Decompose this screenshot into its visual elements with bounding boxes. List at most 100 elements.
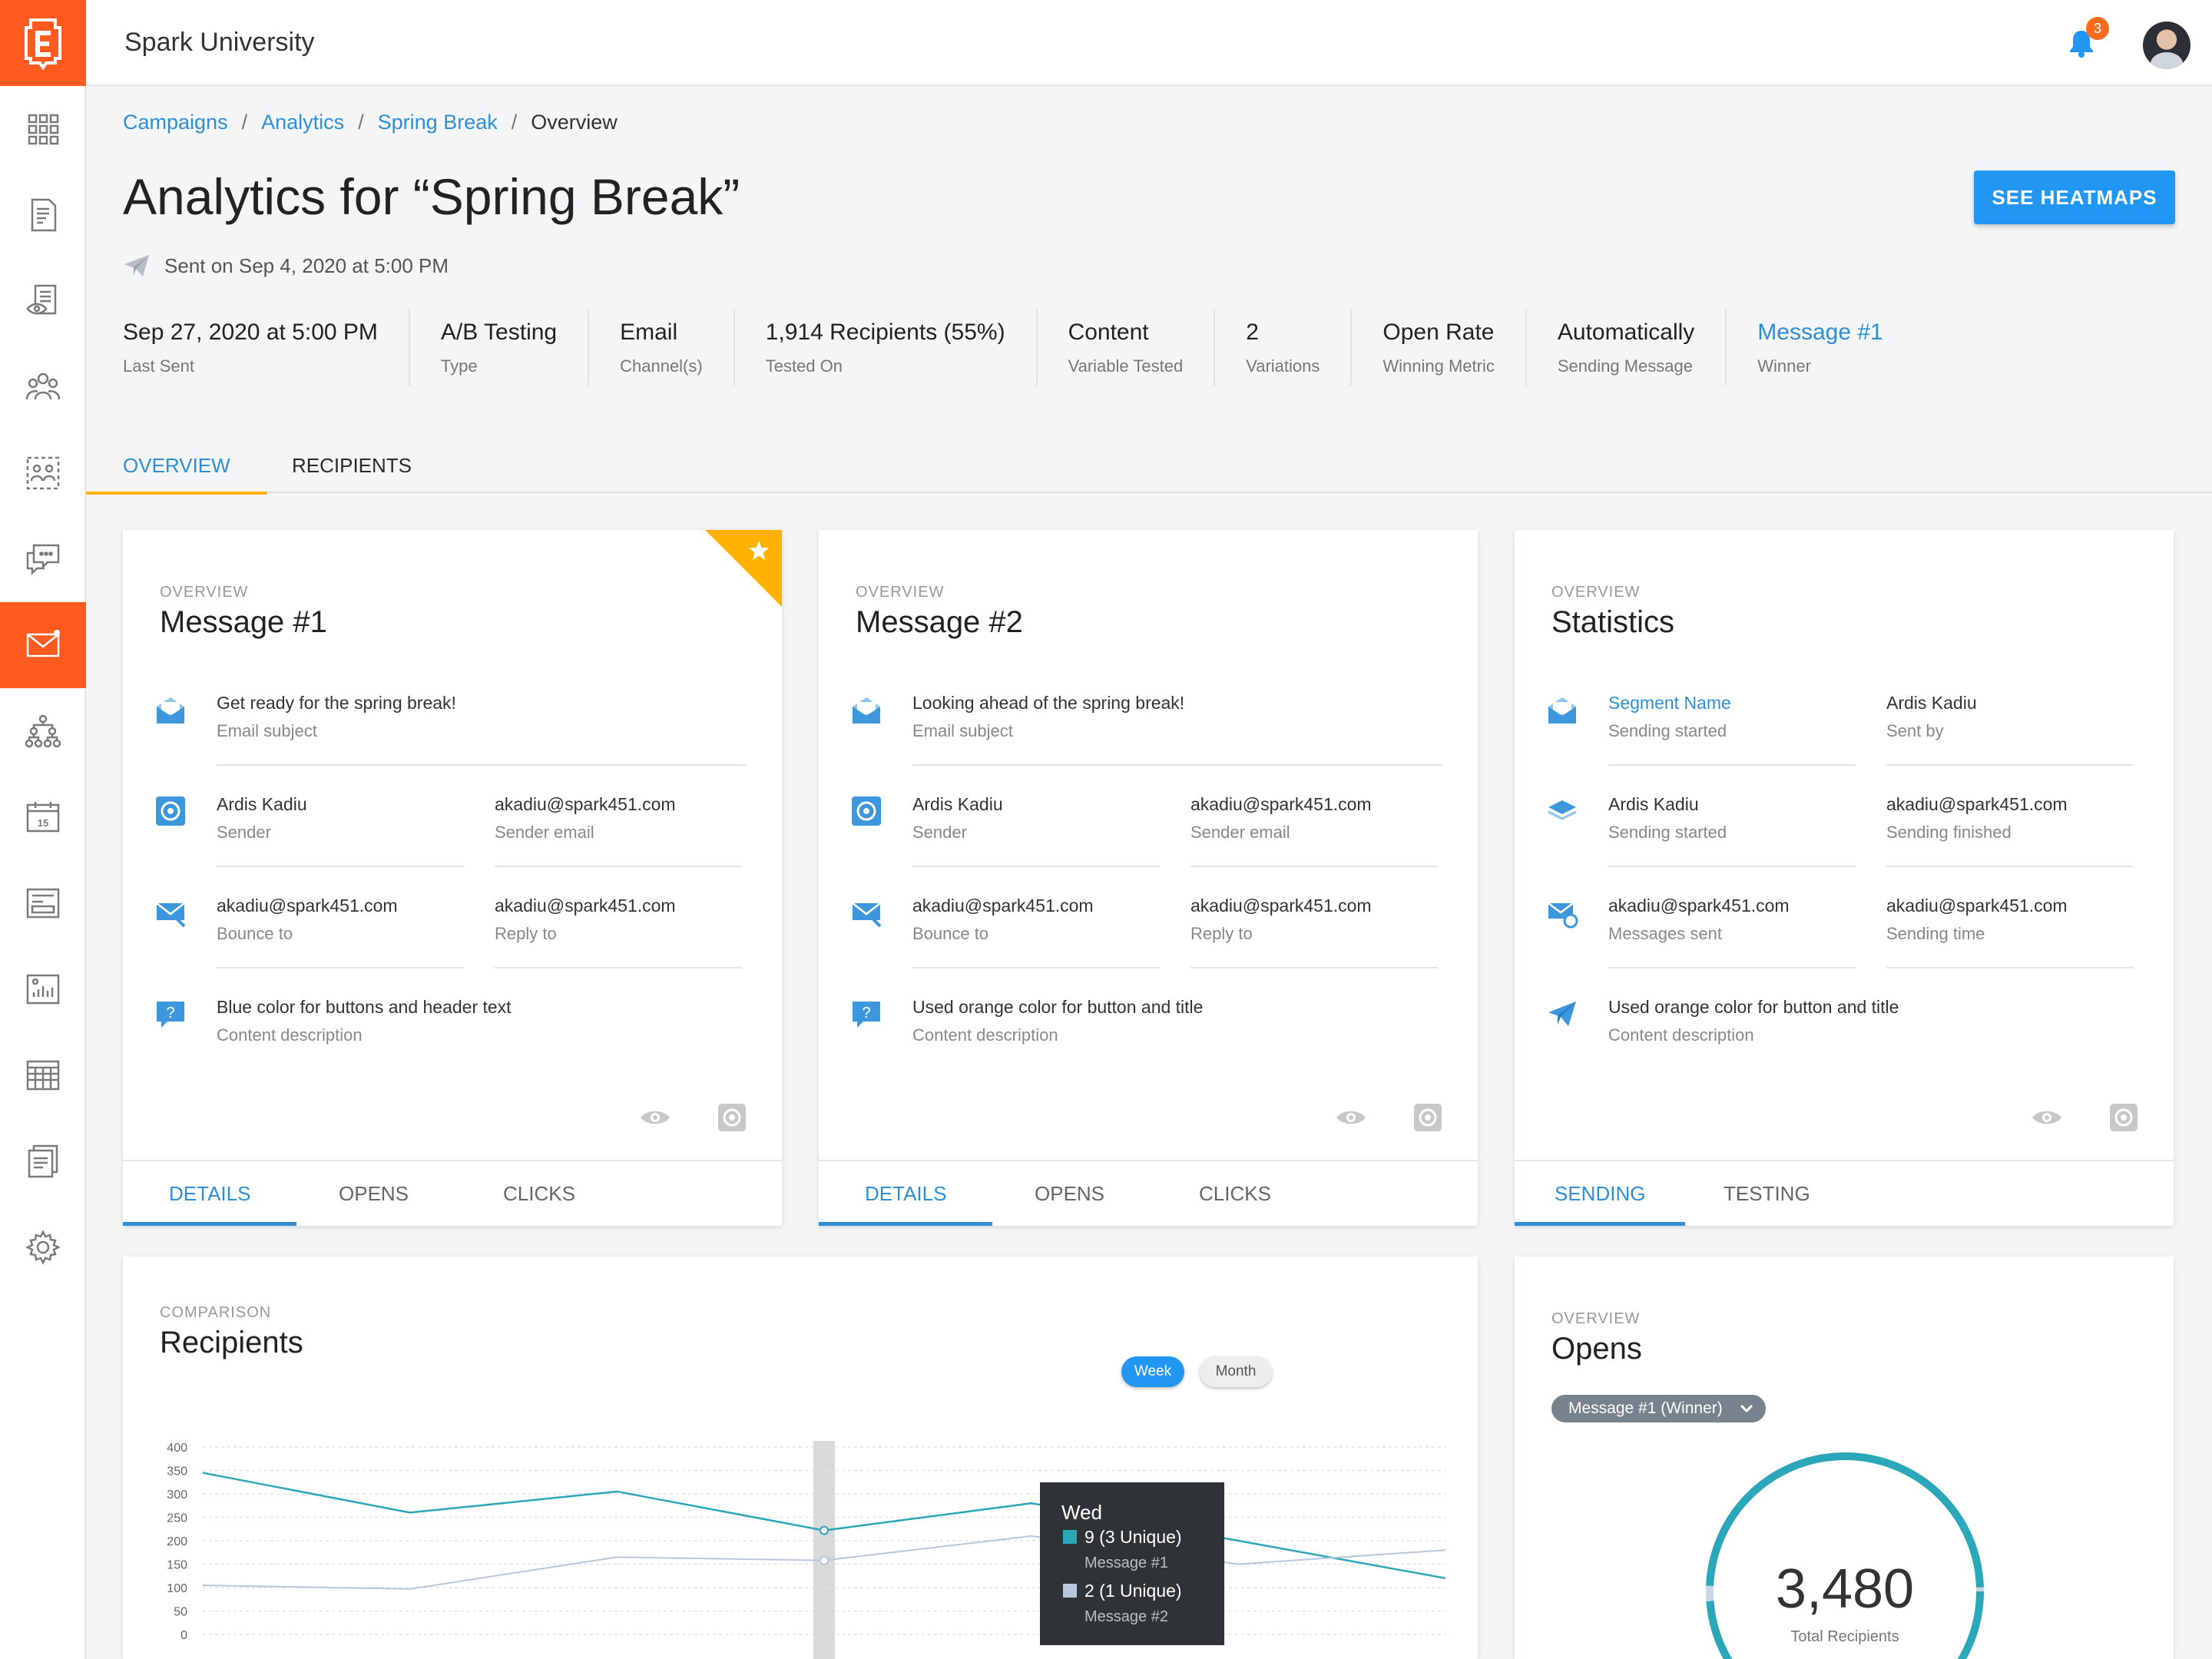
card-actions (1335, 1101, 1458, 1135)
sending-time-value: akadiu@spark451.com (1886, 896, 2068, 916)
segment-label: Sending started (1608, 721, 1727, 740)
bounce-value: akadiu@spark451.com (217, 896, 398, 916)
sent-by-field: Ardis Kadiu Sent by (1886, 693, 2134, 766)
card-eyebrow: OVERVIEW (856, 584, 945, 601)
meta-value: Open Rate (1382, 320, 1495, 345)
message-2-tabs: DETAILS OPENS CLICKS (819, 1160, 1478, 1226)
tab-recipients[interactable]: RECIPIENTS (292, 453, 412, 477)
sidebar-item-email[interactable] (0, 602, 86, 688)
series-2-swatch (1063, 1584, 1077, 1598)
subject-label: Email subject (217, 721, 317, 740)
email-subject-icon (157, 697, 184, 724)
meta-label: Channel(s) (620, 356, 703, 376)
sidebar-item-table[interactable] (0, 1032, 86, 1118)
page-title: Analytics for “Spring Break” (123, 168, 740, 225)
preview-eye-icon[interactable] (1335, 1101, 1367, 1134)
breadcrumb: Campaigns / Analytics / Spring Break / Overvie… (123, 111, 618, 134)
y-tick-label: 300 (167, 1488, 187, 1502)
sender-email-value: akadiu@spark451.com (495, 794, 676, 814)
subject-value: Get ready for the spring break! (217, 693, 456, 713)
finished-field: akadiu@spark451.com Sending finished (1886, 794, 2134, 867)
started-label: Sending started (1608, 823, 1727, 842)
document-icon (31, 198, 57, 232)
card-eyebrow: OVERVIEW (160, 584, 249, 601)
breadcrumb-campaigns[interactable]: Campaigns (123, 111, 228, 134)
card-title: Message #1 (160, 605, 327, 639)
week-toggle[interactable]: Week (1121, 1356, 1184, 1387)
sidebar-item-reports[interactable] (0, 946, 86, 1032)
meta-value: 1,914 Recipients (55%) (765, 320, 1005, 345)
tab-overview[interactable]: OVERVIEW (86, 438, 267, 495)
sidebar-item-segments[interactable] (0, 430, 86, 516)
meta-value[interactable]: Message #1 (1757, 320, 1883, 345)
users-group-icon (25, 373, 61, 400)
sidebar-item-calendar[interactable]: 15 (0, 774, 86, 860)
chart-tooltip: Wed 9 (3 Unique) Message #1 2 (1 Unique)… (1040, 1482, 1224, 1645)
sidebar-item-document[interactable] (0, 172, 86, 258)
meta-label: Sending Message (1557, 356, 1693, 376)
email-subject-icon (1548, 697, 1576, 724)
email-settings-icon[interactable] (2108, 1101, 2140, 1134)
sender-email-field: akadiu@spark451.com Sender email (495, 794, 742, 867)
preview-eye-icon[interactable] (2031, 1101, 2063, 1134)
card-title: Recipients (160, 1326, 303, 1359)
meta-label: Variations (1246, 356, 1320, 376)
meta-value: 2 (1246, 320, 1259, 345)
app-title: Spark University (124, 28, 315, 57)
sent-date: Sent on Sep 4, 2020 at 5:00 PM (164, 253, 449, 277)
see-heatmaps-button[interactable]: SEE HEATMAPS (1974, 171, 2175, 224)
hover-column (813, 1441, 835, 1659)
star-icon (749, 541, 769, 560)
sidebar-item-users-group[interactable] (0, 344, 86, 430)
question-bubble-icon: ? (157, 1002, 184, 1028)
tab-clicks[interactable]: CLICKS (1199, 1181, 1271, 1205)
sidebar-item-files[interactable] (0, 1118, 86, 1204)
tab-clicks[interactable]: CLICKS (503, 1181, 575, 1205)
meta-item: Open Rate Winning Metric (1350, 309, 1525, 386)
tab-details[interactable]: DETAILS (123, 1161, 298, 1226)
preview-eye-icon[interactable] (639, 1101, 671, 1134)
total-recipients-value: 3,480 (1775, 1558, 1915, 1620)
user-avatar[interactable] (2143, 22, 2190, 69)
at-sign-icon (156, 796, 185, 826)
message-1-card: OVERVIEW Message #1 Get ready for the sp… (123, 530, 782, 1226)
breadcrumb-separator: / (241, 111, 248, 134)
tab-details[interactable]: DETAILS (819, 1161, 994, 1226)
month-toggle[interactable]: Month (1200, 1356, 1272, 1387)
tooltip-series-2-name: Message #2 (1084, 1608, 1168, 1625)
message-filter-dropdown[interactable]: Message #1 (Winner) (1551, 1395, 1766, 1422)
card-actions (2031, 1101, 2154, 1135)
tab-opens[interactable]: OPENS (1035, 1181, 1105, 1205)
tab-sending[interactable]: SENDING (1515, 1161, 1687, 1226)
sent-by-label: Sent by (1886, 721, 1944, 740)
sidebar-item-forms[interactable] (0, 860, 86, 946)
sidebar-item-chat[interactable] (0, 516, 86, 602)
finished-value: akadiu@spark451.com (1886, 794, 2068, 814)
breadcrumb-separator: / (358, 111, 364, 134)
content-value: Used orange color for button and title (912, 997, 1204, 1017)
reply-label: Reply to (495, 924, 557, 943)
sidebar-item-dashboard-grid[interactable] (0, 86, 86, 172)
tab-testing[interactable]: TESTING (1724, 1181, 1810, 1205)
notification-bell-icon[interactable] (2066, 28, 2097, 58)
email-settings-icon[interactable] (1412, 1101, 1444, 1134)
recipients-line-chart[interactable]: 0 50 100 150 200 250 300 350 400 (123, 1257, 1478, 1659)
chevron-down-icon (1740, 1404, 1753, 1413)
mail-reply-icon (156, 902, 186, 928)
breadcrumb-spring-break[interactable]: Spring Break (377, 111, 498, 134)
reply-value: akadiu@spark451.com (1190, 896, 1372, 916)
reply-value: akadiu@spark451.com (495, 896, 676, 916)
statistics-tabs: SENDING TESTING (1515, 1160, 2174, 1226)
reply-label: Reply to (1190, 924, 1253, 943)
sidebar-item-hierarchy[interactable] (0, 688, 86, 774)
sidebar-item-preview-document[interactable] (0, 258, 86, 344)
tab-opens[interactable]: OPENS (339, 1181, 409, 1205)
statistics-card: OVERVIEW Statistics Segment Name Sending… (1515, 530, 2174, 1226)
sidebar-item-settings-gear[interactable] (0, 1204, 86, 1290)
segments-icon (26, 456, 60, 490)
email-settings-icon[interactable] (716, 1101, 748, 1134)
paper-plane-icon (124, 255, 149, 276)
segment-name-link[interactable]: Segment Name (1608, 693, 1731, 713)
breadcrumb-analytics[interactable]: Analytics (261, 111, 345, 134)
logo[interactable] (0, 0, 86, 86)
